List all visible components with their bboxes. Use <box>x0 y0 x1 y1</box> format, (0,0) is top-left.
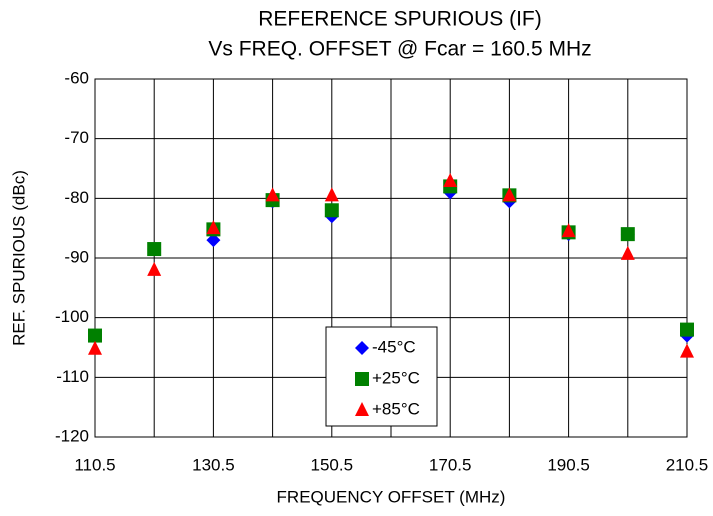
marker <box>206 220 221 235</box>
marker <box>355 341 369 355</box>
y-tick-label: -80 <box>64 188 89 207</box>
chart-subtitle: Vs FREQ. OFFSET @ Fcar = 160.5 MHz <box>208 38 591 61</box>
marker <box>680 343 694 358</box>
legend: -45°C +25°C +85°C <box>325 326 438 427</box>
chart-title: REFERENCE SPURIOUS (IF) <box>258 8 542 31</box>
marker <box>443 173 458 188</box>
x-tick-label: 170.5 <box>429 455 472 474</box>
x-tick-label: 110.5 <box>74 455 115 474</box>
y-axis-label: REF. SPURIOUS (dBc) <box>9 170 28 346</box>
marker <box>620 227 635 242</box>
x-tick-label: 130.5 <box>192 455 235 474</box>
legend-label: +25°C <box>372 368 420 387</box>
x-tick-label: 150.5 <box>311 455 354 474</box>
y-tick-label: -90 <box>64 247 89 266</box>
y-tick-label: -100 <box>55 307 89 326</box>
marker <box>561 223 576 238</box>
x-tick-label: 210.5 <box>666 455 709 474</box>
y-tick-label: -60 <box>64 68 89 87</box>
marker <box>206 233 221 248</box>
marker <box>147 242 162 257</box>
marker <box>620 245 635 260</box>
marker <box>147 261 162 276</box>
legend-label: -45°C <box>372 337 416 356</box>
legend-box <box>325 326 438 427</box>
marker <box>88 328 102 343</box>
x-axis-label: FREQUENCY OFFSET (MHz) <box>277 487 506 506</box>
marker <box>324 203 339 218</box>
y-tick-label: -70 <box>64 128 89 147</box>
marker <box>355 372 369 386</box>
marker <box>88 340 102 355</box>
y-tick-label: -110 <box>56 367 89 386</box>
legend-label: +85°C <box>372 399 420 418</box>
marker <box>502 187 517 202</box>
y-tick-label: -120 <box>55 426 89 445</box>
marker <box>355 402 369 416</box>
marker <box>324 187 339 202</box>
marker <box>265 187 280 202</box>
x-tick-label: 190.5 <box>547 455 590 474</box>
marker <box>680 322 694 337</box>
